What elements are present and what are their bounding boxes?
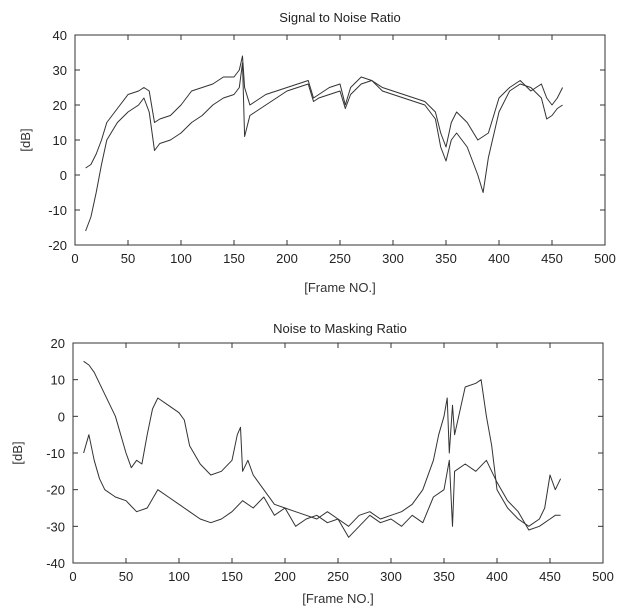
plot-frame-nmr	[72, 342, 604, 564]
y-tick-label: 0	[58, 409, 65, 424]
y-tick-label: 40	[53, 28, 67, 43]
series-line-snr-1	[85, 55, 564, 169]
x-tick-label: 250	[329, 251, 351, 266]
y-tick-label: 10	[51, 373, 65, 388]
y-tick-label: -20	[48, 238, 67, 253]
x-tick-label: 300	[382, 251, 404, 266]
y-tick-label: 20	[53, 98, 67, 113]
x-tick-label: 200	[274, 569, 296, 584]
plot-frame-snr	[74, 34, 606, 246]
x-tick-label: 450	[541, 251, 563, 266]
x-tick-label: 500	[594, 251, 616, 266]
y-axis-ticks-nmr: -40 -30 -20 -10 0 10 20	[46, 336, 603, 571]
y-tick-label: -10	[48, 203, 67, 218]
x-axis-ticks-nmr: 0 50 100 150 200 250 300 350 400 450 500	[69, 343, 614, 584]
y-tick-label: 30	[53, 63, 67, 78]
y-tick-label: -20	[46, 483, 65, 498]
x-axis-ticks-snr: 0 50 100 150 200 250 300 350 400 450 500	[71, 35, 616, 266]
y-axis-ticks-snr: -20 -10 0 10 20 30 40	[48, 28, 605, 253]
x-tick-label: 500	[592, 569, 614, 584]
chart-nmr: Noise to Masking Ratio -40 -30 -20 -10 0 10 20…	[10, 321, 614, 606]
y-tick-label: 20	[51, 336, 65, 351]
x-tick-label: 100	[170, 251, 192, 266]
x-tick-label: 200	[276, 251, 298, 266]
x-tick-label: 400	[488, 251, 510, 266]
y-tick-label: 0	[60, 168, 67, 183]
series-line-snr-2	[85, 62, 563, 232]
x-axis-label-nmr: [Frame NO.]	[302, 591, 374, 606]
x-tick-label: 50	[119, 569, 133, 584]
series-line-nmr-1	[83, 360, 562, 527]
series-group-nmr	[83, 360, 562, 538]
x-tick-label: 250	[327, 569, 349, 584]
series-group-snr	[85, 55, 564, 232]
x-tick-label: 0	[69, 569, 76, 584]
y-tick-label: 10	[53, 133, 67, 148]
series-line-nmr-2	[83, 434, 561, 538]
chart-title-snr: Signal to Noise Ratio	[279, 10, 400, 25]
x-tick-label: 450	[539, 569, 561, 584]
x-tick-label: 350	[435, 251, 457, 266]
x-tick-label: 50	[121, 251, 135, 266]
x-tick-label: 150	[221, 569, 243, 584]
x-axis-label-snr: [Frame NO.]	[304, 280, 376, 295]
y-tick-label: -30	[46, 519, 65, 534]
x-tick-label: 300	[380, 569, 402, 584]
chart-title-nmr: Noise to Masking Ratio	[273, 321, 407, 336]
x-tick-label: 100	[168, 569, 190, 584]
y-axis-label-nmr: [dB]	[10, 441, 25, 464]
x-tick-label: 400	[486, 569, 508, 584]
y-tick-label: -10	[46, 446, 65, 461]
chart-snr: Signal to Noise Ratio -20 -10 0 10 20 30 40 0 5…	[18, 10, 616, 295]
y-axis-label-snr: [dB]	[18, 128, 33, 151]
y-tick-label: -40	[46, 556, 65, 571]
x-tick-label: 0	[71, 251, 78, 266]
x-tick-label: 350	[433, 569, 455, 584]
x-tick-label: 150	[223, 251, 245, 266]
